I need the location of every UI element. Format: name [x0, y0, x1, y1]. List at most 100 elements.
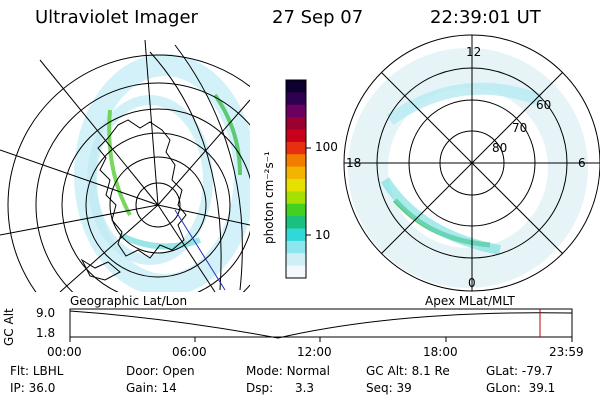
coastline-blue [174, 209, 226, 291]
status-glat-value: -79.7 [521, 364, 553, 378]
status-flt: Flt: LBHL [10, 364, 63, 378]
right-arc-2 [174, 44, 243, 291]
aurora-arc-cyan-bottom [118, 232, 202, 250]
aurora-arc-green-right [213, 93, 242, 176]
status-glat: GLat: -79.7 [486, 364, 553, 378]
colorbar-frame [285, 79, 307, 279]
colorbar-swatch [286, 179, 306, 192]
status-glat-label: GLat: [486, 364, 519, 378]
colorbar-swatch [286, 141, 306, 155]
colorbar-swatch [286, 92, 306, 106]
mlat-label-70: 70 [512, 121, 528, 135]
lat-circle-2 [109, 156, 207, 254]
status-mode-value: Normal [286, 364, 330, 378]
mlt-label-12: 12 [466, 45, 482, 59]
aurora-oval-left [74, 54, 250, 292]
status-door-label: Door: [126, 364, 159, 378]
colorbar-swatch [286, 117, 306, 131]
status-glon-value: 39.1 [528, 381, 556, 395]
status-seq-value: 39 [396, 381, 412, 395]
mlt-label-18: 18 [346, 156, 362, 170]
colorbar-swatch [286, 80, 306, 93]
orbit-xtick-0: 00:00 [47, 345, 82, 359]
orbit-ytick-high: 9.0 [36, 306, 56, 320]
status-gain-label: Gain: [126, 381, 158, 395]
date-label: 27 Sep 07 [272, 7, 364, 28]
colorbar-swatch [286, 191, 306, 205]
mlt-label-0: 0 [468, 276, 476, 290]
mlt-line-diag-2 [381, 72, 563, 254]
antarctica-coastline [97, 119, 187, 259]
status-seq: Seq: 39 [366, 381, 412, 395]
lon-line-6 [0, 149, 159, 206]
magnetic-plot [343, 34, 600, 292]
status-gcalt: GC Alt: 8.1 Re [366, 364, 450, 378]
south-america-tip [80, 258, 121, 281]
status-gain-value: 14 [161, 381, 177, 395]
status-door-value: Open [162, 364, 195, 378]
orbit-xtick-4: 23:59 [549, 345, 584, 359]
status-ip-label: IP: [10, 381, 25, 395]
lon-line-8 [59, 204, 159, 292]
orbit-ylabel: GC Alt [2, 308, 16, 346]
lat-circle-6 [7, 54, 250, 292]
left-map-caption: Geographic Lat/Lon [70, 294, 188, 308]
left-map-content [0, 40, 250, 292]
status-glon: GLon: 39.1 [486, 381, 555, 395]
status-mode: Mode: Normal [246, 364, 330, 378]
orbit-plot-frame [69, 308, 573, 338]
orbit-altitude-curve [69, 310, 573, 339]
colorbar-swatch [286, 154, 306, 168]
orbit-plot [69, 308, 573, 342]
colorbar-tick-10: 10 [315, 228, 331, 242]
time-label: 22:39:01 UT [430, 7, 541, 28]
colorbar-swatch [286, 166, 306, 180]
lon-line-3 [157, 99, 250, 206]
status-flt-value: LBHL [32, 364, 64, 378]
colorbar-swatch [286, 203, 306, 217]
status-glon-label: GLon: [486, 381, 521, 395]
colorbar-tick-100: 100 [315, 140, 338, 154]
right-map-caption: Apex MLat/MLT [425, 294, 515, 308]
colorbar-label: photon cm⁻²s⁻¹ [262, 151, 276, 244]
lon-line-5 [157, 204, 216, 292]
aurora-band-bottom-cyan [380, 177, 501, 255]
latitude-circles [7, 54, 250, 292]
status-ip: IP: 36.0 [10, 381, 55, 395]
lat-circle-1 [135, 182, 181, 228]
lat-circle-3 [85, 132, 231, 278]
status-dsp-label: Dsp: [246, 381, 274, 395]
colorbar-swatch [286, 265, 306, 279]
status-dsp-value: 3.3 [294, 381, 315, 395]
colorbar-swatch [286, 240, 306, 254]
orbit-xtick-3: 18:00 [423, 345, 458, 359]
orbit-xtick-2: 12:00 [297, 345, 332, 359]
colorbar-swatch [286, 216, 306, 230]
status-gcalt-value: 8.1 Re [411, 364, 450, 378]
colorbar-swatch [286, 104, 306, 118]
mlat-label-80: 80 [492, 141, 508, 155]
lon-line-4 [157, 204, 250, 226]
lon-line-1 [39, 59, 159, 206]
colorbar-swatch [286, 228, 306, 242]
right-arc-1 [149, 51, 222, 291]
mlt-label-6: 6 [578, 156, 586, 170]
status-seq-label: Seq: [366, 381, 393, 395]
aurora-band-top [386, 82, 543, 125]
colorbar [285, 79, 311, 279]
orbit-xtick-1: 06:00 [172, 345, 207, 359]
orbit-ticks [69, 337, 573, 342]
status-door: Door: Open [126, 364, 195, 378]
mlt-lines [344, 35, 600, 291]
colorbar-swatch [286, 253, 306, 267]
instrument-title: Ultraviolet Imager [35, 7, 198, 28]
colorbar-swatch [286, 129, 306, 143]
status-mode-label: Mode: [246, 364, 283, 378]
status-gain: Gain: 14 [126, 381, 177, 395]
mlat-label-60: 60 [536, 98, 552, 112]
orbit-ytick-low: 1.8 [36, 326, 56, 340]
lon-line-7 [0, 204, 159, 236]
status-ip-value: 36.0 [28, 381, 56, 395]
status-dsp: Dsp: 3.3 [246, 381, 314, 395]
